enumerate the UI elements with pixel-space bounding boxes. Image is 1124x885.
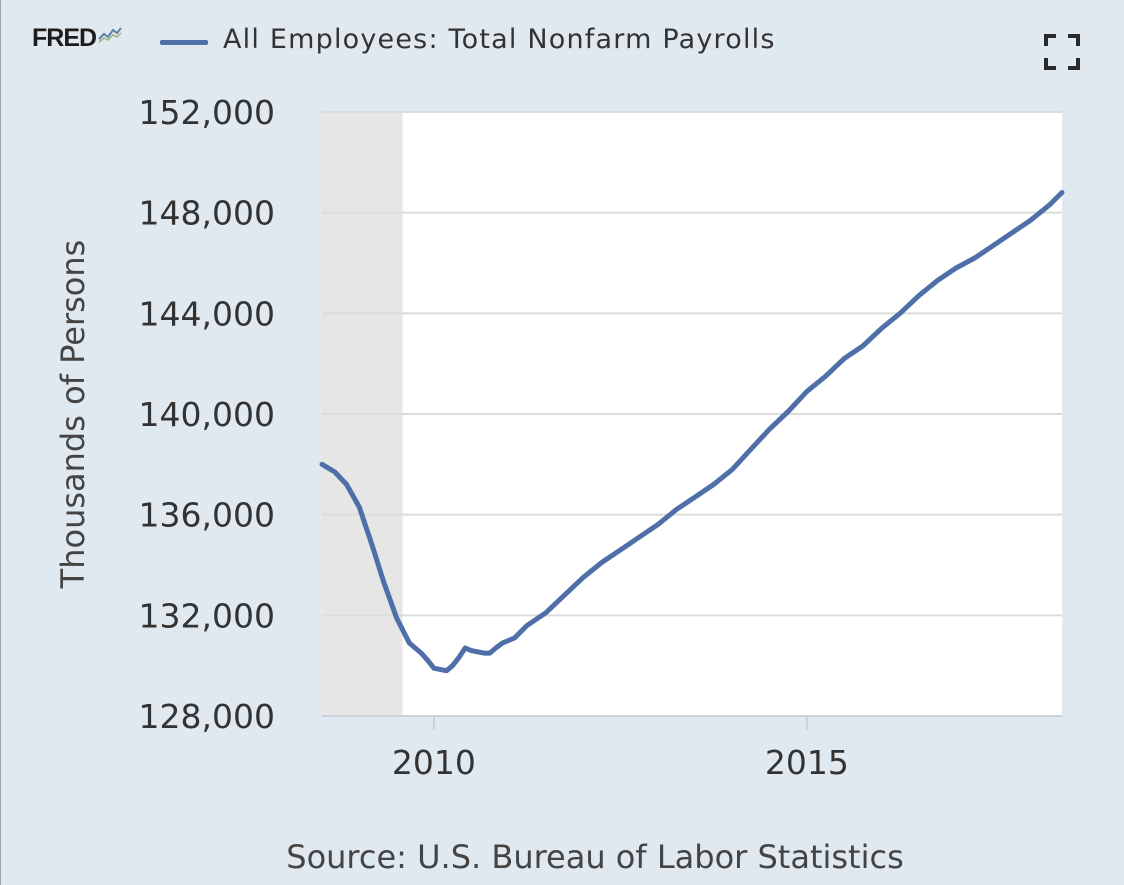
frame-border (0, 0, 1, 885)
legend-series-swatch (160, 40, 208, 45)
fred-logo[interactable]: FRED (32, 22, 124, 54)
y-tick-label: 128,000 (139, 697, 275, 736)
y-tick-label: 140,000 (139, 395, 275, 434)
chart-header: FRED All Employees: Total Nonfarm Payrol… (0, 0, 1124, 80)
y-tick-label: 136,000 (139, 496, 275, 535)
fullscreen-expand-icon (1044, 34, 1080, 70)
fullscreen-button[interactable] (1044, 34, 1080, 70)
source-caption: Source: U.S. Bureau of Labor Statistics (286, 838, 904, 876)
y-tick-label: 132,000 (139, 596, 275, 635)
y-axis-label: Thousands of Persons (54, 240, 92, 590)
x-axis-ticks (432, 716, 808, 730)
fred-sparkline-icon (97, 25, 124, 43)
x-axis-tick-labels: 2010 2015 (392, 743, 849, 782)
y-tick-label: 144,000 (139, 294, 275, 333)
y-tick-label: 152,000 (139, 93, 275, 132)
x-tick-label: 2015 (765, 743, 849, 782)
legend-series-label[interactable]: All Employees: Total Nonfarm Payrolls (223, 24, 776, 55)
y-tick-label: 148,000 (139, 194, 275, 233)
x-tick-label: 2010 (392, 743, 476, 782)
series-line-total-nonfarm-payrolls[interactable] (319, 190, 1065, 674)
y-axis-tick-labels: 128,000 132,000 136,000 140,000 144,000 148,0… (139, 93, 275, 736)
gridlines (322, 111, 1062, 617)
fred-logo-text: FRED (32, 23, 97, 52)
